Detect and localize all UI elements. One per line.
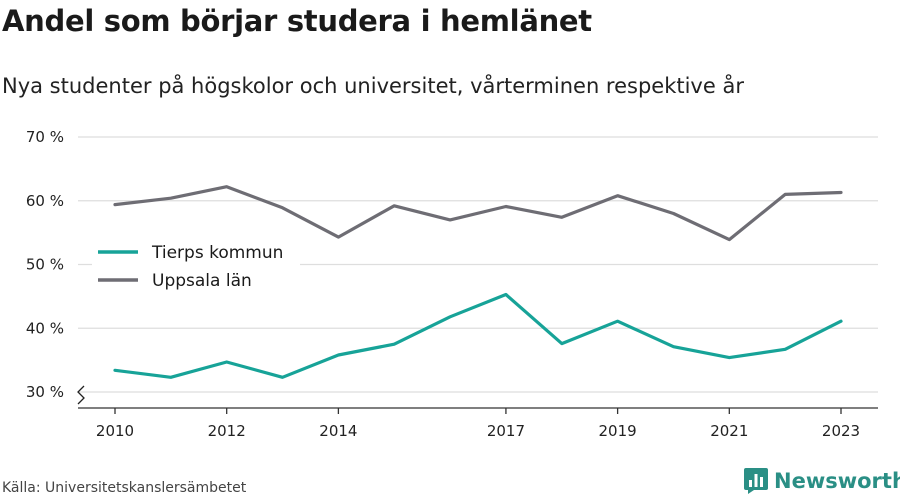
- y-tick-label: 30 %: [26, 383, 64, 401]
- series-line: [113, 292, 843, 379]
- y-axis-ticks: 30 % 40 % 50 % 60 % 70 %: [26, 128, 64, 401]
- legend-label: Tierps kommun: [151, 243, 283, 263]
- x-tick-label: 2019: [599, 422, 637, 440]
- bar-chart-logo-icon: [744, 468, 768, 494]
- brand-logo: Newsworthy: [744, 468, 900, 494]
- legend: Tierps kommun Uppsala län: [92, 236, 300, 298]
- source-note: Källa: Universitetskanslersämbetet: [2, 480, 247, 496]
- chart-title: Andel som börjar studera i hemlänet: [2, 4, 592, 38]
- x-tick-label: 2014: [319, 422, 357, 440]
- y-tick-label: 60 %: [26, 192, 64, 210]
- y-tick-label: 40 %: [26, 319, 64, 337]
- legend-label: Uppsala län: [152, 271, 252, 291]
- series-lines: [113, 185, 843, 379]
- x-tick-label: 2010: [96, 422, 134, 440]
- chart-subtitle: Nya studenter på högskolor och universit…: [2, 74, 744, 98]
- y-tick-label: 50 %: [26, 256, 64, 274]
- x-axis: 2010 2012 2014 2017 2019 2021 2023: [77, 385, 878, 440]
- series-line: [113, 185, 843, 242]
- gridlines: [78, 136, 878, 393]
- y-tick-label: 70 %: [26, 128, 64, 146]
- x-tick-label: 2023: [822, 422, 860, 440]
- x-tick-label: 2017: [487, 422, 525, 440]
- x-tick-label: 2012: [208, 422, 246, 440]
- axis-break-mark: [77, 385, 85, 405]
- x-tick-label: 2021: [710, 422, 748, 440]
- brand-name: Newsworthy: [774, 469, 900, 493]
- legend-background: [92, 236, 300, 298]
